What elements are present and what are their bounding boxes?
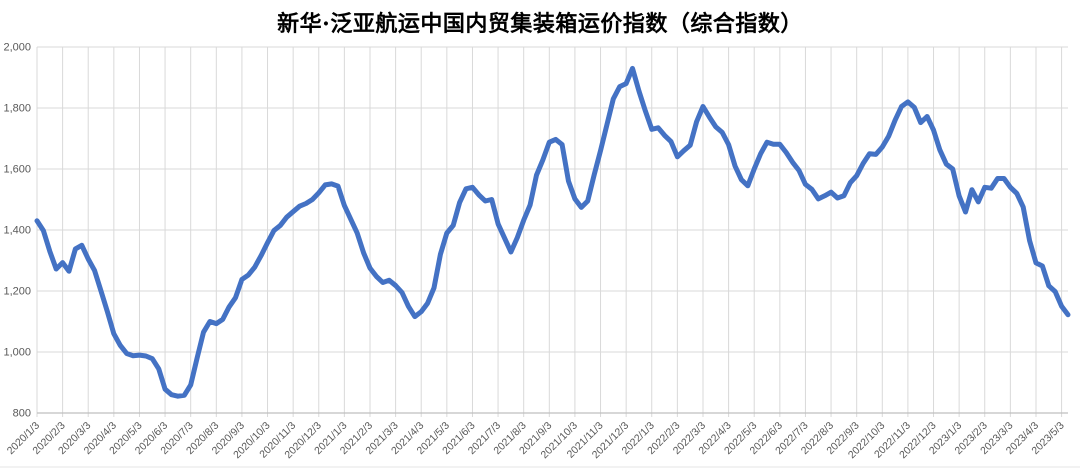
y-axis-tick-label: 1,800	[3, 103, 31, 115]
y-axis-tick-label: 1,000	[3, 347, 31, 359]
window-bottom-edge	[0, 466, 1080, 468]
y-axis-tick-label: 800	[13, 408, 31, 420]
y-axis-tick-label: 1,200	[3, 286, 31, 298]
y-axis-tick-label: 1,600	[3, 164, 31, 176]
chart-title: 新华·泛亚航运中国内贸集装箱运价指数（综合指数）	[277, 11, 803, 37]
composite-index-line-series	[34, 65, 1071, 399]
y-axis-tick-label: 2,000	[3, 42, 31, 54]
y-axis-tick-label: 1,400	[3, 225, 31, 237]
